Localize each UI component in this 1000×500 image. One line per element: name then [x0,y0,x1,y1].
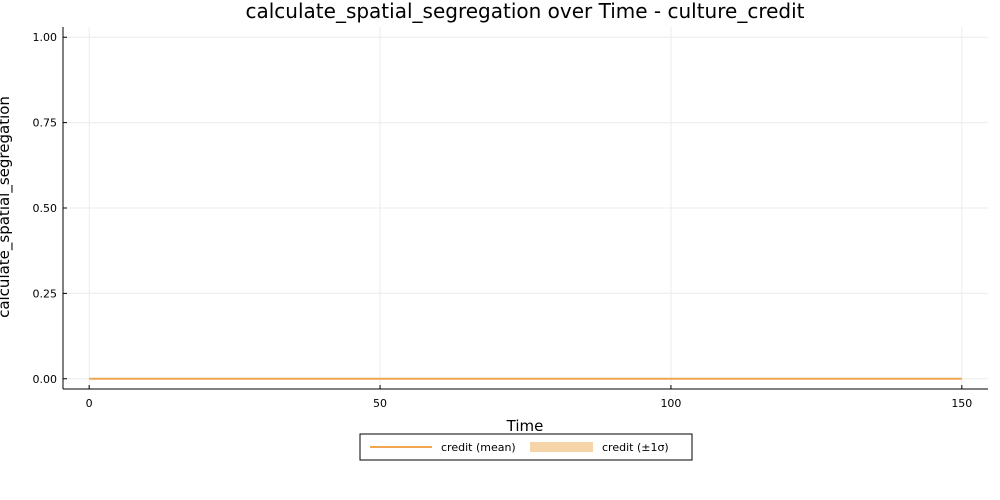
y-tick-label: 0.00 [33,373,58,386]
tick-labels: 0 50 100 150 0.00 0.25 0.50 0.75 1.00 [33,31,973,410]
chart-title: calculate_spatial_segregation over Time … [246,0,805,23]
legend-label-mean: credit (mean) [441,441,516,454]
y-axis-title: calculate_spatial_segregation [0,96,14,318]
grid [63,27,988,389]
legend-band-swatch [530,442,593,452]
legend-label-band: credit (±1σ) [602,441,669,454]
y-tick-label: 0.50 [33,202,58,215]
axes [62,27,988,390]
x-tick-label: 150 [951,397,972,410]
y-tick-label: 0.25 [33,287,58,300]
x-tick-label: 0 [86,397,93,410]
y-tick-label: 1.00 [33,31,58,44]
legend-box [359,433,693,461]
y-tick-label: 0.75 [33,117,58,130]
x-tick-label: 100 [660,397,681,410]
legend: credit (mean) credit (±1σ) [359,433,693,461]
x-tick-label: 50 [373,397,387,410]
x-axis-title: Time [506,417,544,435]
